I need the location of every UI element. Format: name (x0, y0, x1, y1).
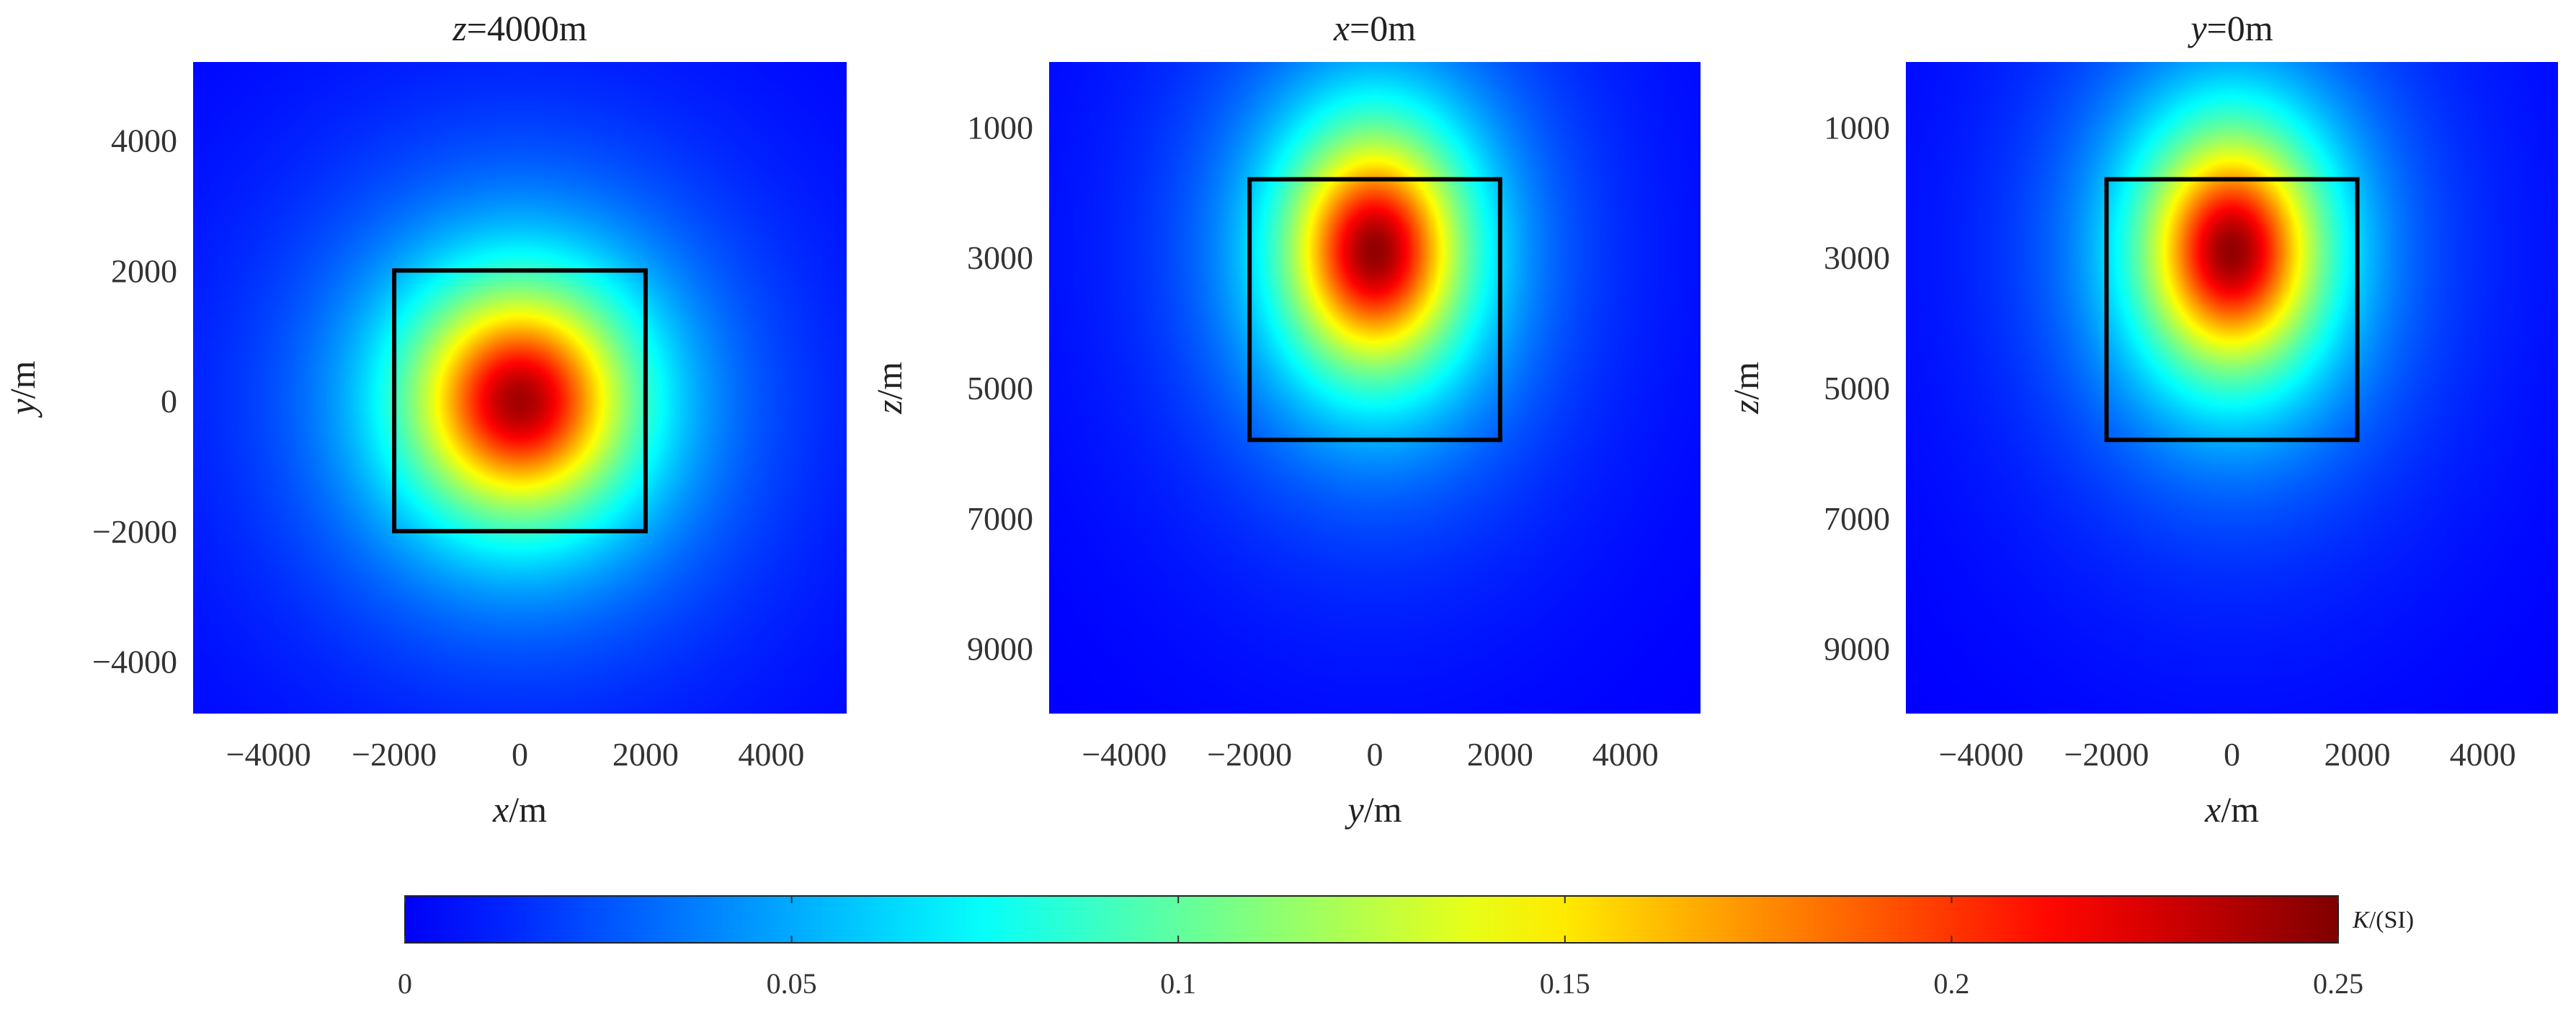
colorbar-tick-label: 0.2 (1933, 967, 1969, 1000)
x-tick-label: 4000 (2450, 736, 2516, 773)
x-tick-label: 2000 (1467, 736, 1533, 773)
heatmap-image (1906, 62, 2558, 714)
x-axis-label: x/m (2204, 789, 2259, 830)
y-tick-label: 9000 (1824, 631, 1890, 667)
panel-title: y=0m (2187, 8, 2273, 48)
x-tick-label: 0 (512, 736, 528, 773)
colorbar-label: K/(SI) (2352, 907, 2414, 933)
y-tick-label: 1000 (1824, 109, 1890, 146)
panel-1: −4000 −2000 0 2000 4000 4000 2000 0 −2000 −4000 z=… (2, 8, 847, 830)
y-tick-label: 7000 (967, 500, 1033, 537)
colorbar-tick-label: 0.1 (1160, 967, 1196, 1000)
y-tick-label: 5000 (967, 370, 1033, 407)
x-tick-label: −4000 (226, 736, 311, 773)
x-tick-label: 0 (2224, 736, 2240, 773)
x-tick-label: −4000 (1938, 736, 2023, 773)
y-axis-label: z/m (1726, 362, 1766, 414)
x-tick-label: −4000 (1082, 736, 1167, 773)
anomaly-box (2104, 177, 2360, 443)
panel-3: −4000 −2000 0 2000 4000 1000 3000 5000 7000 9000 y… (1726, 8, 2558, 830)
y-tick-label: 0 (161, 383, 177, 420)
panel-title: x=0m (1333, 8, 1416, 48)
y-tick-label: 1000 (967, 109, 1033, 146)
y-tick-label: 7000 (1824, 500, 1890, 537)
panel-title: z=4000m (452, 8, 587, 48)
x-tick-label: 4000 (1592, 736, 1659, 773)
y-tick-label: −4000 (92, 644, 177, 680)
x-tick-label: 0 (1367, 736, 1383, 773)
x-tick-label: −2000 (352, 736, 437, 773)
x-tick-label: 4000 (738, 736, 804, 773)
y-tick-label: 5000 (1824, 370, 1890, 407)
colorbar: 0 0.05 0.1 0.15 0.2 0.25 K/(SI) (398, 895, 2414, 1000)
colorbar-tick-label: 0 (398, 967, 412, 1000)
colorbar-gradient (404, 895, 2339, 944)
colorbar-tick-label: 0.15 (1540, 967, 1590, 1000)
anomaly-box (392, 268, 648, 533)
heatmap-image (1049, 62, 1701, 714)
x-tick-label: −2000 (1207, 736, 1292, 773)
y-axis-label: y/m (2, 360, 43, 418)
x-tick-label: −2000 (2064, 736, 2149, 773)
y-tick-label: 9000 (967, 631, 1033, 667)
y-tick-label: 2000 (111, 252, 177, 289)
anomaly-box (1247, 177, 1502, 443)
x-axis-label: x/m (492, 789, 547, 830)
y-axis-label: z/m (869, 362, 909, 414)
y-tick-label: −2000 (92, 513, 177, 550)
x-tick-label: 2000 (2325, 736, 2391, 773)
y-tick-label: 4000 (111, 122, 177, 159)
x-axis-label: y/m (1345, 789, 1402, 830)
x-tick-label: 2000 (612, 736, 679, 773)
colorbar-tick-label: 0.05 (767, 967, 817, 1000)
y-tick-label: 3000 (1824, 239, 1890, 276)
colorbar-tick-label: 0.25 (2313, 967, 2363, 1000)
y-tick-label: 3000 (967, 239, 1033, 276)
panel-2: −4000 −2000 0 2000 4000 1000 3000 5000 7000 9000 x… (869, 8, 1701, 830)
heatmap-image (193, 62, 847, 714)
